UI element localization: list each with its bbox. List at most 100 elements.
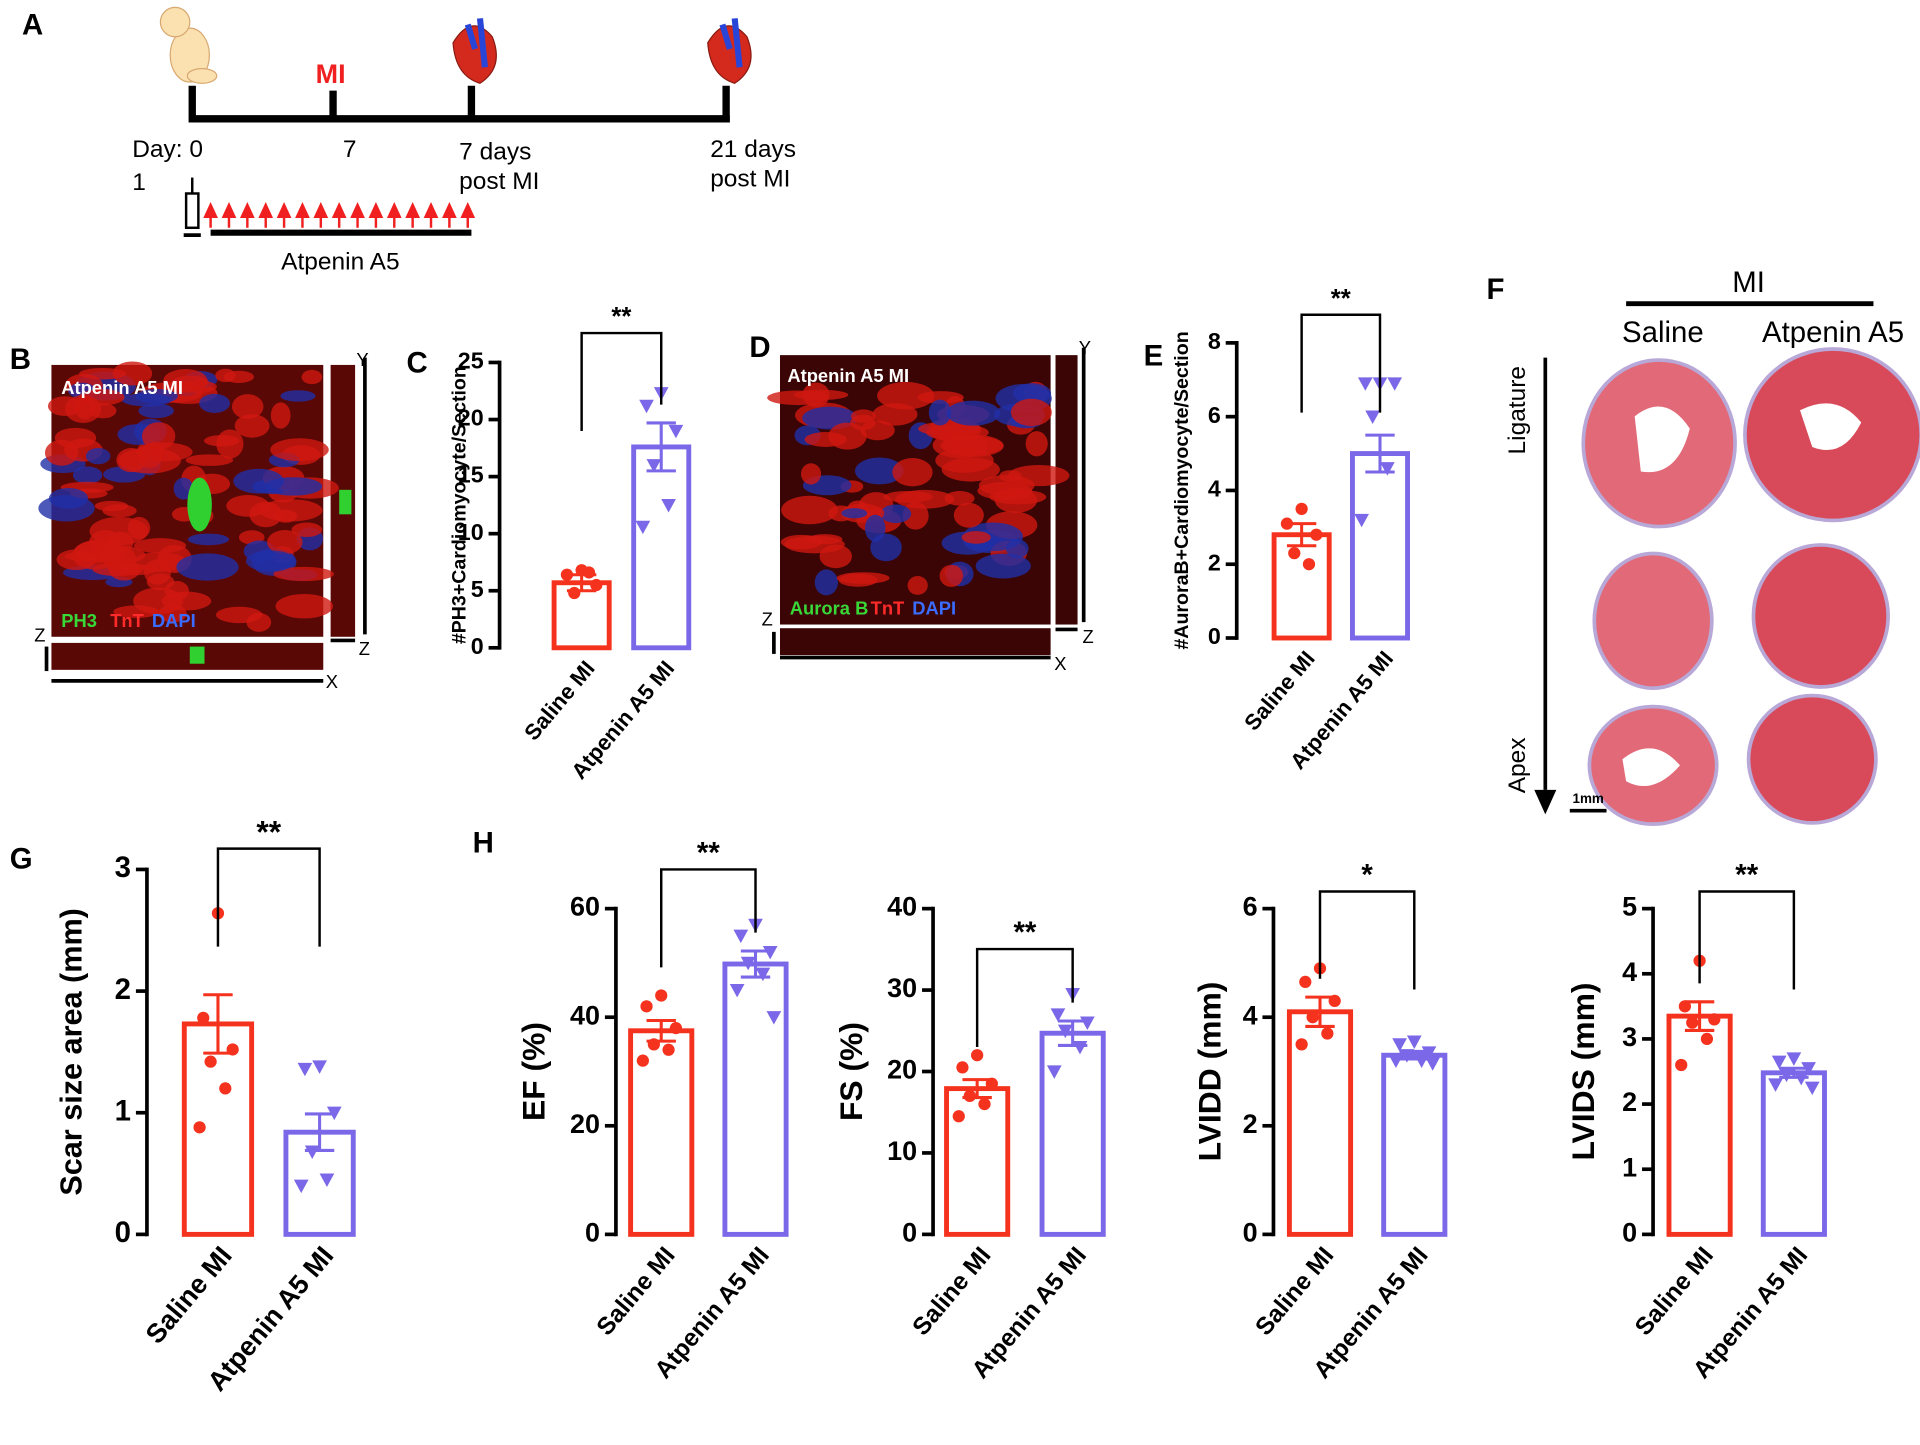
fiber: [176, 553, 239, 581]
fiber: [1025, 431, 1048, 457]
y-tick-label: 2: [1622, 1087, 1637, 1117]
data-point: [1392, 1038, 1407, 1052]
treatment-label: Atpenin A5: [281, 249, 399, 276]
injection-arrow: [240, 202, 255, 218]
fiber: [814, 569, 838, 596]
injection-arrow: [405, 202, 420, 218]
fiber: [953, 502, 984, 528]
x-tick-label: Saline MI: [1630, 1242, 1719, 1341]
panel-label: A: [22, 9, 43, 42]
data-point: [1399, 1049, 1415, 1063]
data-point: [297, 1062, 313, 1077]
data-point: [1295, 1038, 1308, 1051]
significance-bracket: [1698, 890, 1796, 990]
fiber: [143, 559, 172, 585]
data-point: [1080, 1016, 1095, 1030]
y-tick-label: 0: [1243, 1217, 1258, 1247]
bar: [1039, 1030, 1106, 1237]
injection-arrow: [203, 202, 218, 218]
significance-label: **: [611, 303, 631, 331]
stained-cell: [339, 489, 352, 515]
injection-arrow: [331, 202, 347, 218]
image-title: Atpenin A5 MI: [61, 377, 183, 398]
y-axis-label: #AuroraB+Cardiomyocyte/Section: [1171, 331, 1193, 649]
column-label: Atpenin A5: [1762, 316, 1904, 349]
day-note: 1: [132, 169, 146, 196]
data-point: [1299, 975, 1312, 989]
data-point: [985, 1077, 998, 1090]
data-point: [1414, 1054, 1429, 1068]
axis-label: Y: [356, 349, 368, 370]
fiber: [291, 522, 323, 538]
significance-label: *: [1361, 859, 1373, 892]
stain-label: DAPI: [912, 598, 956, 619]
fiber: [975, 553, 1031, 579]
fiber: [112, 361, 153, 386]
fiber: [78, 389, 125, 406]
bar: [1350, 451, 1410, 641]
fiber: [141, 422, 176, 451]
y-tick-label: 8: [1208, 328, 1221, 354]
fiber: [138, 403, 174, 419]
data-point: [1421, 1046, 1437, 1060]
data-point: [326, 1106, 342, 1121]
y-tick-label: 40: [570, 1000, 600, 1030]
group-label: MI: [1732, 266, 1765, 299]
fiber: [280, 390, 316, 402]
fiber: [133, 587, 184, 615]
y-tick-label: 2: [1208, 549, 1221, 575]
x-tick-label: Saline MI: [519, 656, 600, 745]
arrow-head: [1534, 789, 1557, 815]
bar: [1381, 1052, 1448, 1237]
injection-arrow: [313, 202, 329, 218]
data-point: [1678, 1000, 1692, 1013]
y-tick-label: 20: [570, 1109, 600, 1139]
injection-arrow: [295, 202, 310, 218]
x-tick-label: Saline MI: [592, 1242, 681, 1341]
fiber: [85, 447, 111, 465]
fiber: [961, 531, 991, 544]
y-tick-label: 30: [887, 973, 917, 1003]
injection-arrow: [368, 202, 384, 218]
stain-label: DAPI: [152, 610, 196, 631]
data-point: [1786, 1052, 1802, 1066]
fiber: [1013, 383, 1052, 404]
data-point: [762, 945, 778, 960]
y-tick-label: 4: [1208, 476, 1221, 502]
significance-label: **: [1331, 285, 1351, 313]
data-point: [304, 1145, 320, 1160]
y-tick-label: 3: [115, 851, 131, 884]
fiber: [44, 439, 79, 466]
fiber: [939, 564, 964, 587]
y-tick-label: 5: [471, 576, 484, 602]
data-point: [1380, 462, 1395, 476]
image-title: Atpenin A5 MI: [787, 365, 909, 386]
fiber: [932, 432, 988, 459]
fiber: [855, 457, 904, 485]
y-tick-label: 0: [115, 1216, 131, 1249]
fiber: [804, 432, 847, 447]
micrograph: [767, 355, 1078, 656]
stain-label: TnT: [871, 598, 905, 619]
data-point: [668, 424, 684, 439]
fiber: [121, 393, 172, 407]
fiber: [928, 399, 952, 426]
fiber: [781, 495, 838, 525]
data-point: [1321, 1027, 1334, 1040]
fiber: [94, 500, 129, 512]
fiber: [233, 468, 284, 494]
time-label: post MI: [710, 165, 790, 192]
fiber: [187, 533, 230, 546]
data-point: [1072, 1040, 1088, 1055]
fiber: [273, 566, 335, 582]
data-point: [1057, 1024, 1073, 1039]
significance-bracket: [580, 331, 663, 432]
bar: [1286, 1009, 1354, 1237]
fiber: [270, 402, 291, 429]
data-point: [646, 459, 662, 473]
significance-label: **: [1013, 916, 1036, 949]
stained-cell: [189, 646, 205, 664]
data-point: [1793, 1071, 1809, 1086]
data-point: [312, 1060, 327, 1074]
fiber: [89, 403, 117, 419]
